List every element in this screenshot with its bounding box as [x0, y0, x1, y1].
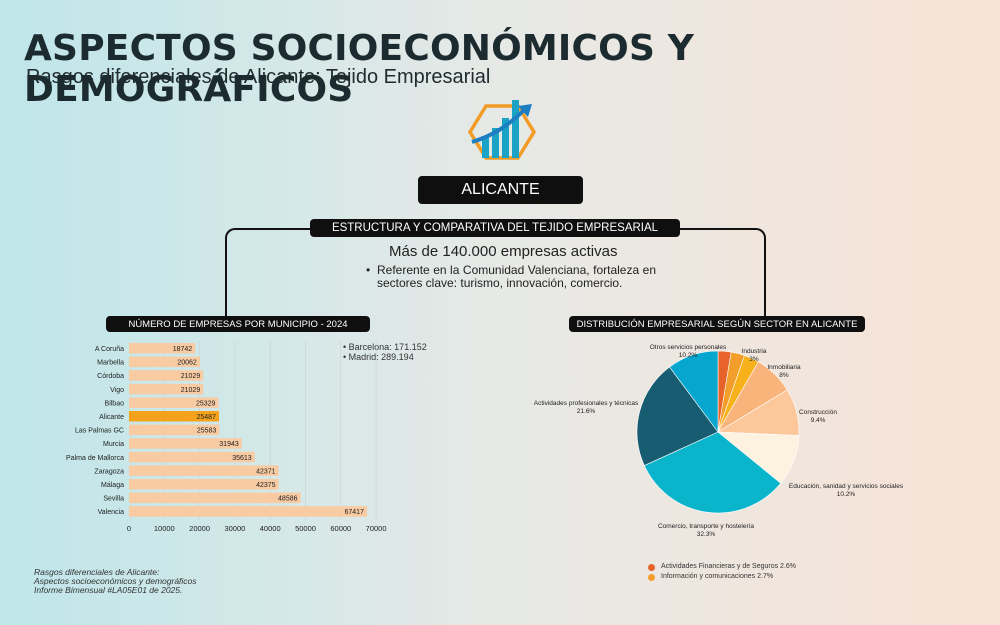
logo-bar-4 [512, 100, 519, 158]
slice-label: Otros servicios personales [650, 344, 727, 351]
slice-label: Educación, sanidad y servicios sociales [789, 483, 904, 490]
data-label: 42375 [256, 482, 276, 489]
category-label: A Coruña [95, 346, 124, 353]
category-label: Alicante [99, 414, 124, 421]
x-tick-label: 50000 [295, 524, 316, 533]
bar [129, 370, 204, 381]
connector-right [679, 228, 766, 318]
x-tick-label: 70000 [366, 524, 387, 533]
structure-bullet-text: Referente en la Comunidad Valenciana, fo… [377, 263, 656, 290]
slice-percent: 10.2% [679, 352, 698, 359]
data-label: 31943 [219, 441, 239, 448]
slice-percent: 9.4% [811, 417, 826, 424]
data-label: 18742 [173, 346, 193, 353]
page-title: ASPECTOS SOCIOECONÓMICOS Y DEMOGRÁFICOS [24, 28, 695, 110]
footer-line: Rasgos diferenciales de Alicante: [34, 567, 160, 577]
slice-label: Construcción [799, 409, 837, 416]
category-label: Las Palmas GC [75, 428, 124, 435]
bar [129, 438, 242, 449]
category-label: Palma de Mallorca [66, 455, 124, 462]
slice-label: Comercio, transporte y hostelería [658, 523, 754, 530]
pie-slice [636, 366, 719, 466]
pie-slice [643, 431, 782, 514]
active-companies-headline: Más de 140.000 empresas activas [389, 243, 618, 260]
slice-label: Actividades profesionales y técnicas [534, 400, 639, 407]
logo-arrow-head [518, 104, 532, 117]
note-barcelona: • Barcelona: 171.152 [343, 342, 427, 352]
slice-percent: 21.6% [577, 408, 596, 415]
bar [129, 383, 204, 395]
x-tick-label: 60000 [330, 524, 351, 533]
pie-slice [669, 350, 719, 433]
connector-left [225, 228, 313, 318]
category-label: Málaga [101, 482, 124, 489]
data-label: 21029 [181, 373, 201, 380]
legend-label: Información y comunicaciones 2.7% [661, 573, 774, 580]
data-label: 35613 [232, 455, 252, 462]
logo-bar-3 [502, 118, 509, 158]
data-label: 42371 [256, 468, 276, 475]
municipal-notes: • Barcelona: 171.152 • Madrid: 289.194 [343, 342, 427, 362]
structure-bullet: • Referente en la Comunidad Valenciana, … [366, 264, 656, 290]
slice-label: Industria [742, 348, 767, 355]
category-label: Murcia [103, 441, 124, 448]
bar [129, 492, 301, 504]
bar [129, 451, 255, 463]
slice-percent: 3% [749, 356, 759, 363]
slice-label: Inmobiliaria [767, 364, 801, 371]
legend-item: Actividades Financieras y de Seguros 2.6… [648, 562, 796, 572]
alicante-box: ALICANTE [418, 176, 583, 204]
category-label: Bilbao [105, 400, 125, 407]
structure-box: ESTRUCTURA Y COMPARATIVA DEL TEJIDO EMPR… [310, 219, 680, 237]
category-label: Zaragoza [94, 468, 124, 475]
x-tick-label: 0 [127, 524, 131, 533]
category-label: Valencia [98, 509, 124, 516]
legend-swatch [648, 563, 655, 571]
data-label: 21029 [181, 387, 201, 394]
sector-chart-box: DISTRIBUCIÓN EMPRESARIAL SEGÚN SECTOR EN… [569, 316, 865, 332]
legend-swatch [648, 573, 655, 581]
legend-label: Actividades Financieras y de Seguros 2.6… [661, 563, 797, 570]
bar [129, 479, 279, 490]
slice-percent: 10.2% [837, 491, 856, 498]
pie-legend: Actividades Financieras y de Seguros 2.6… [648, 562, 796, 582]
logo-arrow-line [471, 108, 526, 144]
logo-bar-2 [492, 128, 499, 158]
x-tick-label: 10000 [154, 524, 175, 533]
bar [129, 397, 219, 408]
slice-percent: 8% [779, 372, 789, 379]
category-label: Vigo [110, 387, 124, 394]
logo-bar-1 [482, 136, 489, 158]
x-tick-label: 20000 [189, 524, 210, 533]
bar [129, 506, 367, 517]
data-label: 48586 [278, 496, 298, 503]
note-madrid: • Madrid: 289.194 [343, 352, 414, 362]
data-label: 25487 [197, 414, 217, 421]
bar [129, 465, 279, 476]
page-subtitle: Rasgos diferenciales de Alicante: Tejido… [26, 66, 491, 88]
category-label: Córdoba [97, 373, 124, 380]
growth-chart-hexagon-icon [467, 100, 537, 160]
municipal-chart-box: NÚMERO DE EMPRESAS POR MUNICIPIO - 2024 [106, 316, 370, 332]
bar [129, 356, 200, 368]
data-label: 67417 [345, 509, 365, 516]
x-tick-label: 40000 [260, 524, 281, 533]
bar [129, 411, 219, 422]
data-label: 20062 [177, 360, 197, 367]
legend-item: Información y comunicaciones 2.7% [648, 572, 796, 582]
data-label: 25583 [197, 428, 217, 435]
category-label: Sevilla [103, 496, 124, 503]
bullet-dot: • [366, 263, 371, 277]
municipal-bar-chart: A Coruña 18742 Marbella 20062 Córdoba 21029 Vi… [66, 341, 387, 533]
slice-percent: 32.3% [697, 531, 716, 538]
footer-line: Aspectos socioeconómicos y demográficos [34, 576, 197, 586]
bar [129, 343, 196, 354]
data-label: 25329 [196, 400, 216, 407]
footer-notes: Rasgos diferenciales de Alicante: Aspect… [34, 568, 197, 595]
bar [129, 424, 220, 436]
x-tick-label: 30000 [224, 524, 245, 533]
category-label: Marbella [97, 360, 124, 367]
footer-line: Informe Bimensual #LA05E01 de 2025. [34, 585, 183, 595]
